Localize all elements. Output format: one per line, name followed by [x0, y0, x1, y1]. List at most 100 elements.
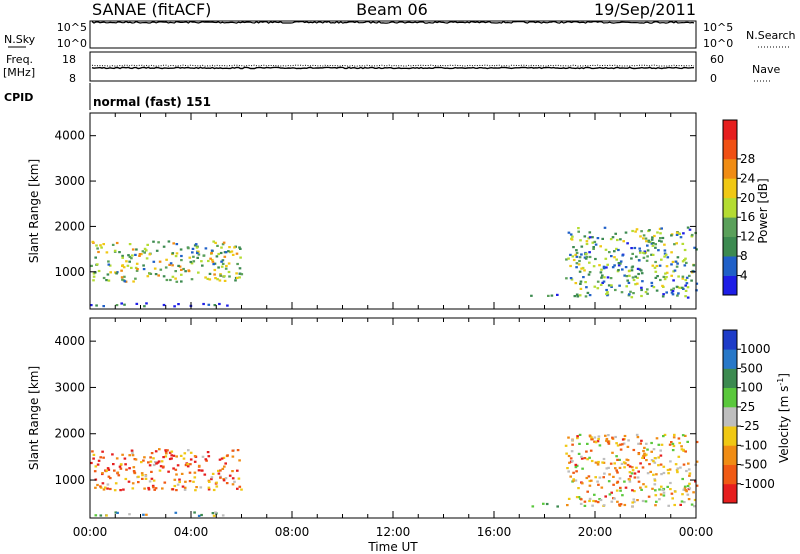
scatter-cell: [152, 260, 156, 263]
scatter-cell: [576, 295, 580, 298]
scatter-cell: [640, 294, 643, 298]
scatter-cell: [630, 269, 634, 272]
scatter-cell: [90, 264, 93, 267]
scatter-cell: [109, 487, 112, 491]
x-tick-label: 04:00: [174, 525, 209, 539]
scatter-cell: [102, 305, 105, 308]
scatter-cell: [665, 271, 669, 274]
scatter-cell: [120, 269, 123, 272]
scatter-cell: [174, 511, 178, 514]
freq-ytick-low: 8: [69, 72, 76, 85]
scatter-cell: [686, 226, 690, 229]
scatter-cell: [609, 277, 613, 280]
scatter-cell: [656, 231, 659, 234]
colorbar-tick-label: 20: [740, 191, 755, 205]
scatter-cell: [635, 228, 639, 231]
scatter-cell: [131, 482, 135, 485]
scatter-cell: [225, 482, 229, 485]
scatter-cell: [222, 478, 225, 481]
scatter-cell: [131, 248, 135, 251]
scatter-cell: [640, 439, 643, 442]
scatter-cell: [594, 500, 598, 503]
scatter-cell: [569, 475, 572, 478]
scatter-cell: [178, 480, 181, 484]
scatter-cell: [589, 449, 593, 452]
scatter-cell: [619, 503, 623, 506]
scatter-cell: [602, 280, 606, 283]
scatter-cell: [574, 463, 578, 466]
scatter-cell: [115, 272, 118, 275]
scatter-cell: [569, 264, 572, 268]
scatter-cell: [171, 275, 175, 278]
scatter-cell: [661, 488, 664, 492]
scatter-cell: [682, 449, 685, 452]
scatter-cell: [168, 451, 172, 454]
scatter-cell: [179, 454, 183, 457]
scatter-cell: [615, 258, 618, 261]
scatter-cell: [219, 251, 223, 255]
scatter-cell: [206, 451, 210, 454]
scatter-cell: [615, 489, 619, 492]
nsearch-ytick-low: 10^0: [703, 37, 733, 50]
scatter-cell: [676, 467, 680, 470]
scatter-cell: [694, 480, 697, 483]
scatter-cell: [680, 448, 684, 451]
scatter-cell: [141, 250, 145, 253]
scatter-cell: [676, 471, 679, 474]
scatter-cell: [175, 252, 179, 255]
scatter-cell: [583, 500, 587, 503]
scatter-cell: [580, 457, 584, 460]
scatter-cell: [654, 494, 658, 497]
scatter-cell: [635, 255, 638, 258]
scatter-cell: [107, 260, 110, 263]
scatter-cell: [616, 480, 620, 483]
scatter-cell: [671, 260, 675, 263]
scatter-cell: [96, 263, 99, 266]
scatter-cell: [159, 268, 163, 271]
scatter-cell: [648, 229, 651, 232]
scatter-cell: [94, 465, 98, 468]
scatter-cell: [659, 454, 663, 457]
scatter-cell: [175, 455, 178, 458]
scatter-cell: [162, 275, 166, 278]
scatter-cell: [688, 482, 691, 485]
scatter-cell: [618, 284, 621, 287]
scatter-cell: [201, 455, 205, 458]
scatter-cell: [220, 265, 224, 268]
colorbar-tick-label: 500: [740, 361, 763, 375]
scatter-cell: [218, 458, 222, 461]
scatter-cell: [570, 450, 574, 453]
colorbar-tick-label: 8: [740, 249, 748, 263]
scatter-cell: [672, 444, 676, 448]
scatter-cell: [213, 273, 216, 276]
scatter-cell: [120, 463, 123, 466]
scatter-cell: [602, 265, 606, 268]
scatter-cell: [608, 473, 611, 476]
scatter-cell: [670, 263, 673, 266]
scatter-cell: [597, 437, 600, 441]
scatter-cell: [180, 268, 183, 271]
scatter-cell: [178, 265, 182, 268]
scatter-cell: [221, 514, 225, 517]
scatter-cell: [679, 236, 683, 239]
nsky-ytick-high: 10^5: [57, 21, 87, 34]
x-tick-label: 00:00: [679, 525, 714, 539]
scatter-cell: [166, 449, 169, 452]
scatter-cell: [187, 247, 190, 250]
scatter-cell: [686, 286, 690, 289]
scatter-cell: [168, 263, 171, 266]
scatter-cell: [621, 494, 624, 497]
scatter-cell: [666, 468, 670, 472]
scatter-cell: [226, 454, 229, 457]
scatter-cell: [641, 280, 644, 283]
scatter-cell: [690, 233, 694, 237]
scatter-cell: [530, 294, 533, 297]
scatter-cell: [588, 484, 592, 487]
scatter-cell: [577, 230, 580, 233]
scatter-cell: [619, 260, 623, 263]
scatter-cell: [236, 262, 239, 266]
scatter-cell: [681, 477, 684, 481]
scatter-cell: [695, 282, 699, 285]
scatter-cell: [157, 274, 160, 277]
scatter-cell: [565, 277, 568, 280]
